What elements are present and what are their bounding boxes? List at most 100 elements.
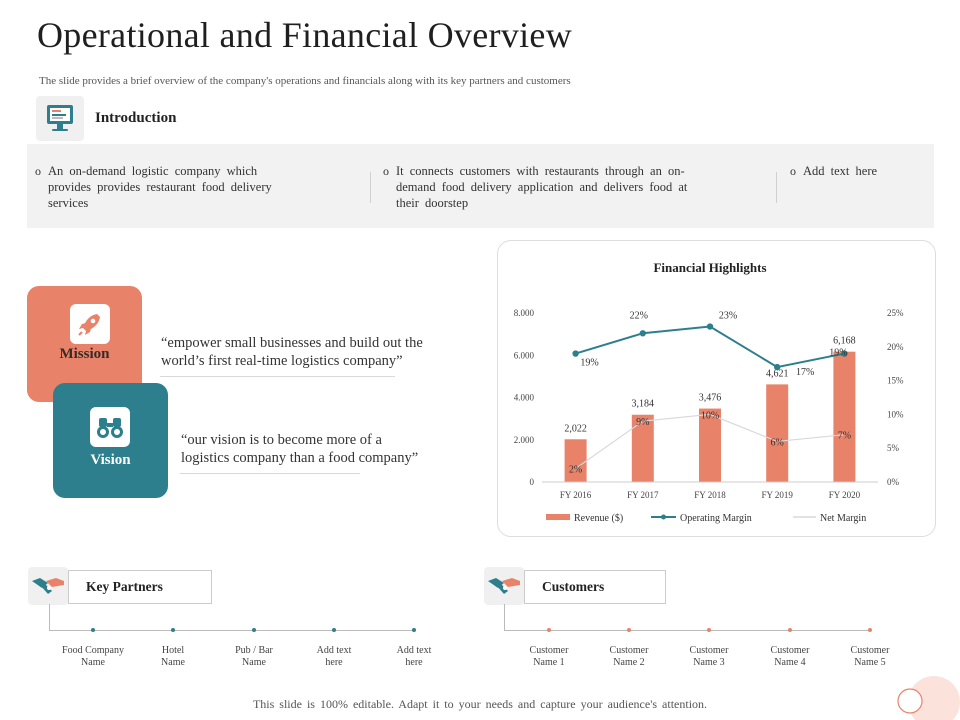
legend-operating-label: Operating Margin xyxy=(680,513,752,524)
vision-label: Vision xyxy=(90,452,131,468)
revenue-data-label: 6,168 xyxy=(833,336,856,347)
y-tick-right: 10% xyxy=(887,409,904,419)
monitor-icon xyxy=(47,105,73,131)
y-tick-left: 6.000 xyxy=(514,350,535,360)
page-title: Operational and Financial Overview xyxy=(37,15,573,55)
y-tick-right: 0% xyxy=(887,477,900,487)
divider xyxy=(776,172,777,203)
intro-item: o Add text here xyxy=(790,164,878,178)
x-tick-label: FY 2019 xyxy=(761,490,793,500)
legend-net-label: Net Margin xyxy=(820,513,866,524)
x-tick-label: FY 2020 xyxy=(829,490,861,500)
financial-chart: Financial Highlights 0 2.000 4.000 6.000 8.00… xyxy=(514,260,904,524)
legend-operating-marker xyxy=(661,514,666,520)
legend-revenue-label: Revenue ($) xyxy=(574,513,623,524)
x-tick-label: FY 2018 xyxy=(694,490,726,500)
timeline-dot xyxy=(627,628,631,632)
net-margin-line xyxy=(575,413,845,469)
key-partners-heading: Key Partners xyxy=(68,570,212,604)
partner-name: Add text here xyxy=(316,645,352,668)
intro-icon-box xyxy=(36,96,84,141)
operating-margin-data-label: 17% xyxy=(796,367,814,378)
y-tick-right: 25% xyxy=(887,308,904,318)
net-margin-data-label: 7% xyxy=(838,431,851,442)
revenue-data-label: 3,184 xyxy=(632,399,655,410)
introduction-band: o An on-demand logistic company which pr… xyxy=(27,144,934,228)
mission-label: Mission xyxy=(59,346,110,362)
customer-name: Customer Name 3 xyxy=(689,645,729,668)
bullet-icon: o xyxy=(790,164,796,178)
timeline-dot xyxy=(868,628,872,632)
operating-margin-point xyxy=(639,330,646,337)
vision-card: Vision xyxy=(53,383,168,498)
partner-name: Add text here xyxy=(396,645,432,668)
timeline-dot xyxy=(707,628,711,632)
operating-margin-point xyxy=(706,323,714,330)
timeline-connector xyxy=(504,604,505,631)
revenue-data-label: 2,022 xyxy=(564,423,587,434)
timeline-dot xyxy=(788,628,792,632)
timeline-line xyxy=(504,630,870,631)
customer-name: Customer Name 5 xyxy=(850,645,890,668)
operating-margin-data-label: 22% xyxy=(630,310,648,321)
timeline-line xyxy=(49,630,414,631)
customers-icon-box xyxy=(484,567,524,605)
y-tick-right: 15% xyxy=(887,376,904,386)
introduction-heading: Introduction xyxy=(95,110,177,126)
timeline-dot xyxy=(252,628,256,632)
intro-item: o It connects customers with restaurants… xyxy=(383,164,688,210)
page-subtitle: The slide provides a brief overview of t… xyxy=(39,75,571,87)
intro-item: o An on-demand logistic company which pr… xyxy=(35,164,272,210)
mission-icon-box xyxy=(70,304,110,344)
key-partners-icon-box xyxy=(28,567,68,605)
net-margin-data-label: 2% xyxy=(569,464,582,475)
customer-name: Customer Name 2 xyxy=(609,645,649,668)
operating-margin-point xyxy=(572,350,579,357)
operating-margin-data-label: 23% xyxy=(719,311,737,322)
customer-name: Customer Name 1 xyxy=(529,645,569,668)
operating-margin-data-label: 19% xyxy=(580,358,598,369)
y-tick-left: 2.000 xyxy=(514,435,535,445)
y-tick-left: 4.000 xyxy=(514,393,535,403)
bullet-icon: o xyxy=(383,164,389,178)
timeline-dot xyxy=(171,628,175,632)
operating-margin-data-label: 19% xyxy=(829,348,847,359)
mission-quote: “empower small businesses and build out … xyxy=(161,335,423,369)
y-tick-left: 0 xyxy=(530,477,535,487)
y-tick-right: 5% xyxy=(887,443,900,453)
timeline-dot xyxy=(332,628,336,632)
divider xyxy=(370,172,371,203)
divider xyxy=(160,376,395,377)
timeline-dot xyxy=(91,628,95,632)
timeline-dot xyxy=(412,628,416,632)
net-margin-data-label: 6% xyxy=(771,437,784,448)
revenue-bar xyxy=(564,439,587,482)
x-tick-label: FY 2016 xyxy=(560,490,592,500)
x-tick-label: FY 2017 xyxy=(627,490,659,500)
legend-revenue-swatch xyxy=(546,514,570,520)
revenue-data-label: 3,476 xyxy=(699,393,722,404)
divider xyxy=(180,473,360,474)
y-tick-right: 20% xyxy=(887,342,904,352)
vision-quote: “our vision is to become more of a logis… xyxy=(181,432,419,466)
footer-note: This slide is 100% editable. Adapt it to… xyxy=(252,697,708,711)
revenue-data-label: 4,621 xyxy=(766,368,789,379)
customers-heading: Customers xyxy=(524,570,666,604)
y-tick-left: 8.000 xyxy=(514,308,535,318)
timeline-dot xyxy=(547,628,551,632)
handshake-icon xyxy=(488,578,520,594)
revenue-bar xyxy=(631,414,654,482)
timeline-connector xyxy=(49,604,50,631)
customer-name: Customer Name 4 xyxy=(770,645,810,668)
revenue-bar xyxy=(833,351,856,482)
partner-name: Hotel Name xyxy=(161,645,185,668)
chart-title: Financial Highlights xyxy=(653,260,766,275)
partner-name: Pub / Bar Name xyxy=(235,645,273,668)
revenue-bar xyxy=(699,408,721,482)
operating-margin-point xyxy=(774,363,781,371)
operating-margin-line xyxy=(575,325,845,369)
financial-chart-card: Financial Highlights 0 2.000 4.000 6.000 8.00… xyxy=(497,240,936,537)
net-margin-data-label: 9% xyxy=(636,417,649,428)
decorative-circles xyxy=(897,676,960,720)
handshake-icon xyxy=(32,578,64,594)
